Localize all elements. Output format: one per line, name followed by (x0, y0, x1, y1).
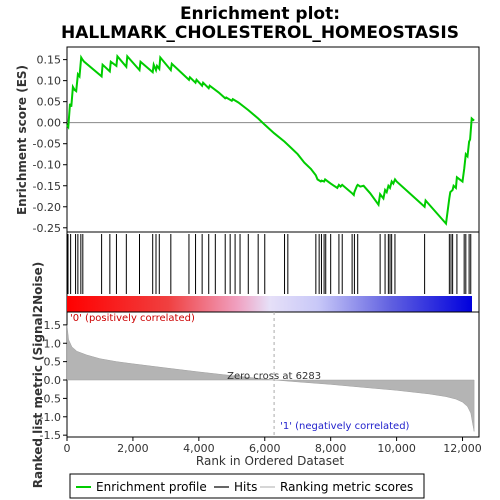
es-y-tick-label: -0.25 (33, 222, 61, 235)
metric-y-tick-label: -1.5 (40, 429, 61, 442)
es-y-axis: 0.15 0.10 0.05 0.00 -0.05 -0.10 -0.15 -0.20 -0.2… (33, 54, 67, 235)
es-plot-frame (66, 46, 480, 233)
x-axis-label: Rank in Ordered Dataset (196, 454, 344, 468)
metric-y-axis: 1.5 1.0 0.5 0.0 -0.5 -1.0 -1.5 (40, 319, 67, 442)
chart-title-line1: Enrichment plot: (180, 4, 340, 24)
metric-y-tick-label: -0.5 (40, 392, 61, 405)
legend-label: Ranking metric scores (280, 480, 413, 494)
zero-cross-label: Zero cross at 6283 (227, 371, 321, 382)
metric-y-tick-label: 1.5 (44, 319, 62, 332)
legend: Enrichment profile Hits Ranking metric sco… (76, 480, 413, 494)
metric-y-tick-label: -1.0 (40, 411, 61, 424)
es-y-tick-label: -0.05 (33, 138, 61, 151)
negative-correlation-label: '1' (negatively correlated) (280, 421, 409, 432)
x-tick-label: 8,000 (315, 442, 347, 455)
es-y-tick-label: -0.15 (33, 180, 61, 193)
x-tick-label: 12,000 (443, 442, 482, 455)
legend-box (69, 473, 425, 499)
x-tick-label: 0 (64, 442, 71, 455)
chart-title-line2: HALLMARK_CHOLESTEROL_HOMEOSTASIS (61, 23, 459, 43)
x-tick-label: 6,000 (249, 442, 281, 455)
metric-y-tick-label: 0.0 (44, 374, 62, 387)
es-y-tick-label: -0.10 (33, 159, 61, 172)
enrichment-profile-line (66, 53, 475, 226)
ranking-metric-area (66, 324, 475, 432)
es-y-tick-label: 0.05 (37, 96, 62, 109)
metric-y-tick-label: 0.5 (44, 356, 62, 369)
es-y-tick-label: 0.00 (37, 117, 62, 130)
positive-correlation-label: '0' (positively correlated) (70, 313, 195, 324)
metric-y-label: Ranked list metric (Signal2Noise) (31, 262, 45, 489)
metric-x-axis: 0 2,000 4,000 6,000 8,000 10,000 12,000 (64, 437, 482, 455)
x-tick-label: 4,000 (183, 442, 215, 455)
metric-y-tick-label: 1.0 (44, 337, 62, 350)
x-tick-label: 10,000 (377, 442, 416, 455)
es-y-tick-label: 0.10 (37, 75, 62, 88)
legend-label: Enrichment profile (96, 480, 207, 494)
es-y-label: Enrichment score (ES) (15, 65, 29, 215)
legend-label: Hits (234, 480, 257, 494)
es-y-tick-label: 0.15 (37, 54, 62, 67)
rank-color-bar (67, 296, 472, 312)
x-tick-label: 2,000 (117, 442, 149, 455)
es-y-tick-label: -0.20 (33, 201, 61, 214)
hits-marks (67, 234, 472, 294)
